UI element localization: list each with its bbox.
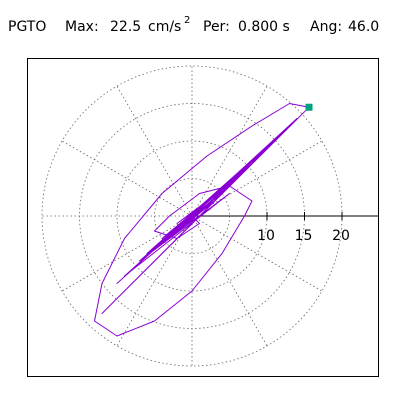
title: PGTO	[8, 19, 46, 35]
angle-label: Ang:	[310, 19, 342, 35]
tick-label: 15	[295, 228, 313, 244]
grid-spoke	[191, 215, 323, 292]
period-label: Per:	[203, 19, 230, 35]
orbit-trace	[94, 103, 310, 337]
peak-marker	[305, 103, 313, 111]
grid-spoke	[191, 140, 323, 217]
unit: cm/s	[148, 19, 181, 35]
grid-spoke	[61, 140, 193, 217]
plot-frame	[27, 58, 379, 377]
grid-spoke	[191, 85, 268, 217]
max-label: Max:	[65, 19, 99, 35]
unit-power: 2	[184, 15, 190, 26]
max-value: 22.5	[110, 19, 141, 35]
period: 0.800 s	[238, 19, 290, 35]
grid-spoke	[116, 215, 193, 347]
angle: 46.0	[348, 19, 379, 35]
grid-spoke	[116, 85, 193, 217]
grid-spoke	[61, 215, 193, 292]
tick-label: 20	[332, 228, 350, 244]
grid-spoke	[191, 215, 268, 347]
tick-label: 10	[257, 228, 275, 244]
